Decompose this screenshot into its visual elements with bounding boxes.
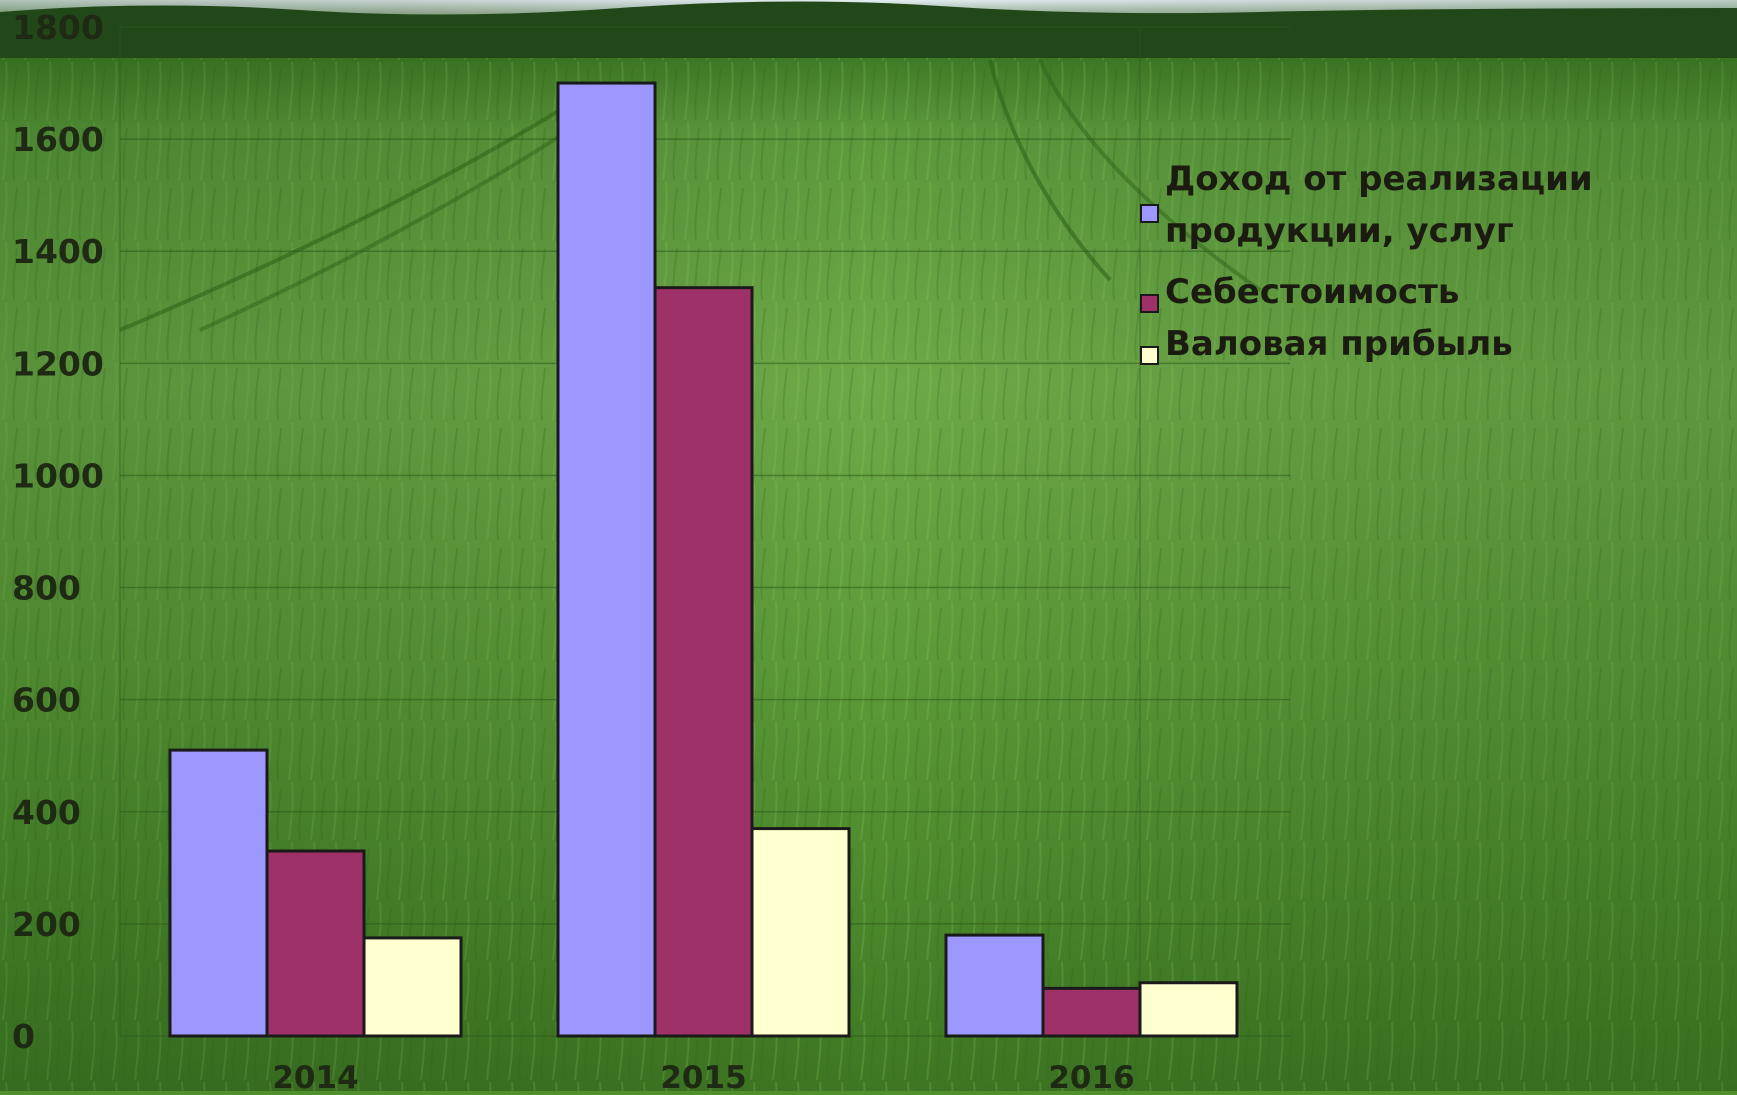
y-tick-label: 0 bbox=[12, 1017, 35, 1056]
y-axis: 0 200 400 600 800 1000 1200 1400 1600 1800 bbox=[12, 8, 104, 1056]
y-tick-label: 1400 bbox=[12, 232, 104, 271]
y-tick-label: 400 bbox=[12, 793, 81, 832]
legend-swatch bbox=[1140, 346, 1159, 365]
legend-label: Доход от реализации bbox=[1165, 159, 1593, 199]
bar bbox=[1138, 981, 1239, 1038]
y-tick-label: 800 bbox=[12, 569, 81, 608]
x-tick-label: 2015 bbox=[660, 1060, 746, 1091]
legend: Доход от реализации продукции, услуг Себес… bbox=[1140, 159, 1593, 365]
y-tick-label: 1800 bbox=[12, 8, 104, 47]
legend-swatch bbox=[1140, 294, 1159, 313]
legend-swatch bbox=[1140, 204, 1159, 223]
bar bbox=[653, 286, 754, 1038]
bar bbox=[362, 936, 463, 1038]
y-tick-label: 200 bbox=[12, 905, 81, 944]
y-tick-label: 600 bbox=[12, 681, 81, 720]
bar bbox=[1041, 986, 1142, 1038]
bar bbox=[556, 81, 657, 1038]
x-axis: 2014 2015 2016 bbox=[272, 1060, 1134, 1095]
x-tick-label: 2014 bbox=[272, 1060, 358, 1091]
bars bbox=[168, 81, 1239, 1038]
y-tick-label: 1200 bbox=[12, 344, 104, 383]
legend-label: Себестоимость bbox=[1165, 272, 1459, 312]
bar bbox=[750, 827, 851, 1038]
bar bbox=[265, 849, 366, 1038]
bar bbox=[168, 748, 269, 1038]
x-tick-label: 2016 bbox=[1048, 1060, 1134, 1091]
legend-label: Валовая прибыль bbox=[1165, 324, 1513, 364]
bar bbox=[944, 933, 1045, 1038]
legend-label: продукции, услуг bbox=[1165, 211, 1514, 251]
y-tick-label: 1600 bbox=[12, 120, 104, 159]
y-tick-label: 1000 bbox=[12, 456, 104, 495]
